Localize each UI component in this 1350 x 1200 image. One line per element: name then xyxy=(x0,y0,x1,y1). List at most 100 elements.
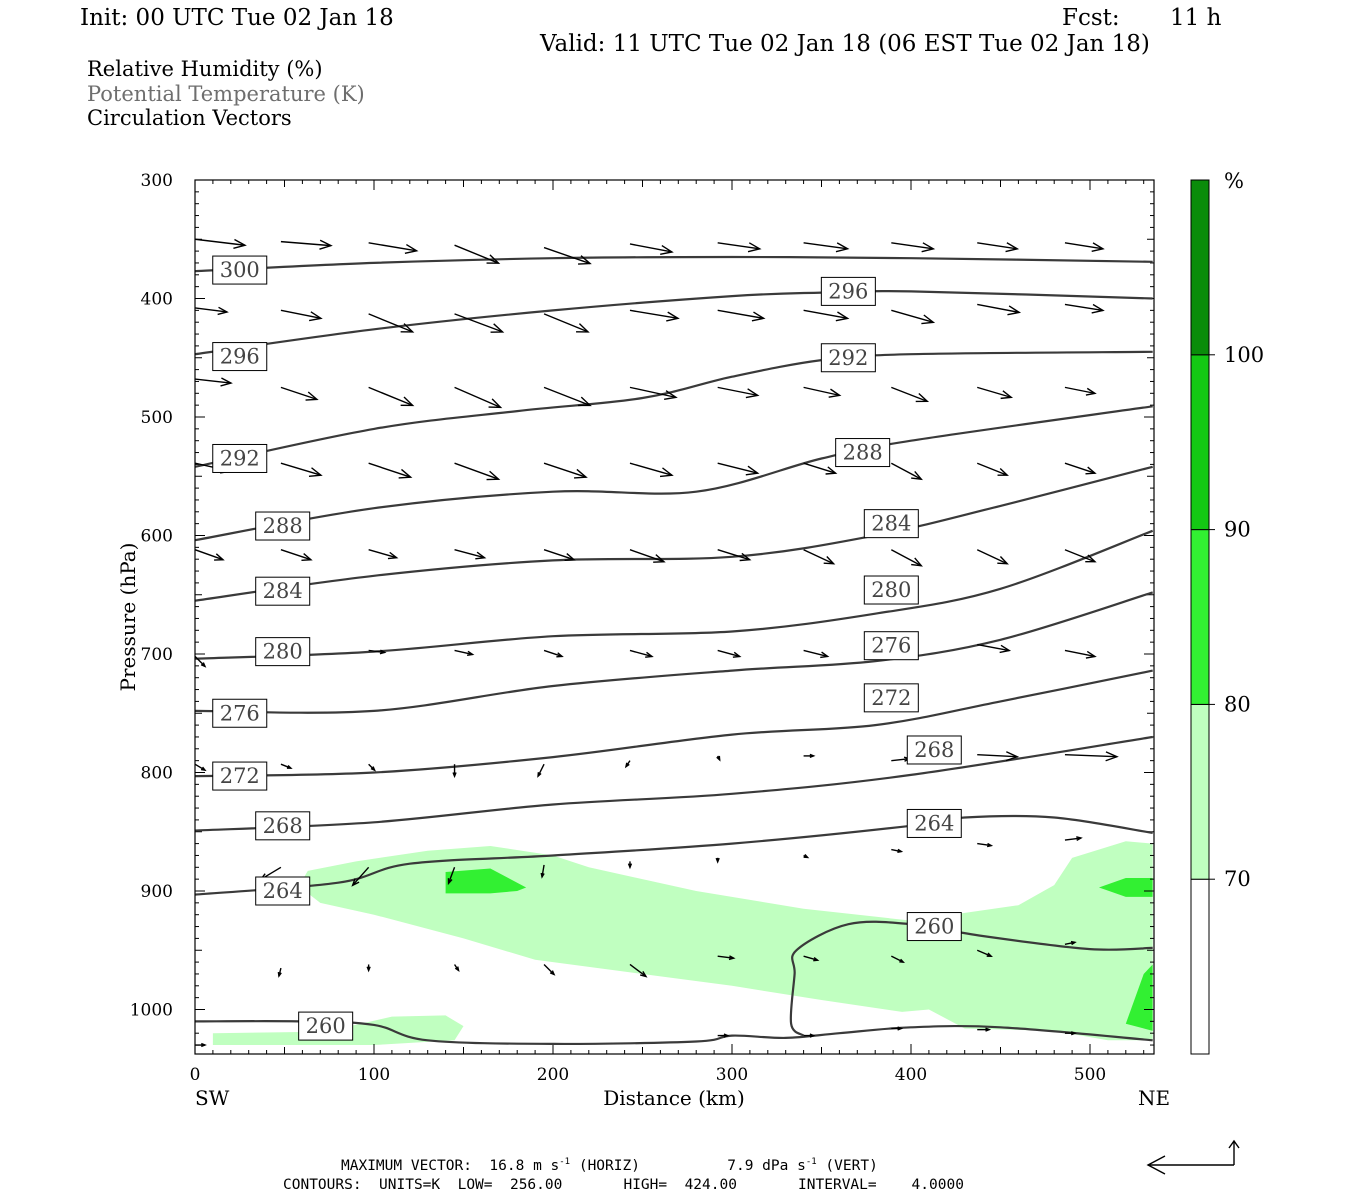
vector-arrow xyxy=(280,386,319,401)
vector-head xyxy=(639,970,648,978)
vector-shaft xyxy=(195,763,206,771)
y-tick-label-300: 300 xyxy=(141,171,173,191)
vector-arrow xyxy=(195,763,207,772)
vector-head xyxy=(899,958,905,964)
vector-arrow xyxy=(454,549,487,560)
vector-arrow xyxy=(195,549,225,561)
vector-head xyxy=(366,966,371,973)
vector-arrow xyxy=(1064,649,1097,659)
vector-head xyxy=(308,311,323,322)
vector-arrow xyxy=(543,549,576,561)
vector-head xyxy=(1000,390,1014,400)
vector-arrow xyxy=(977,1027,992,1032)
theta-contour-264 xyxy=(195,814,1153,896)
vector-arrow xyxy=(715,857,720,864)
vector-head xyxy=(823,556,836,565)
vector-shaft xyxy=(447,867,456,884)
contour-label-box xyxy=(906,735,962,765)
colorbar-segment xyxy=(1190,703,1210,880)
vector-arrow xyxy=(977,303,1022,316)
vector-arrow xyxy=(891,756,912,762)
vector-arrow xyxy=(1064,549,1097,563)
vector-shaft xyxy=(537,763,545,777)
vector-shaft xyxy=(717,549,750,561)
vector-arrow xyxy=(803,753,816,759)
vector-arrow xyxy=(803,242,850,253)
vector-head xyxy=(1005,242,1020,253)
vector-head xyxy=(578,396,592,407)
vector-arrow xyxy=(543,963,556,976)
vector-arrow xyxy=(537,763,545,778)
vector-head xyxy=(915,392,930,403)
vector-arrow xyxy=(454,244,501,264)
vector-arrow xyxy=(195,238,247,250)
colorbar-segment xyxy=(1190,529,1210,705)
contour-label-264: 264 xyxy=(914,811,954,835)
vector-shaft xyxy=(543,963,555,975)
vector-shaft xyxy=(717,242,760,250)
vector-head xyxy=(319,239,333,250)
max-vector-info: MAXIMUM VECTOR: 16.8 m s-1 (HORIZ) 7.9 d… xyxy=(341,1157,878,1174)
colorbar-unit: % xyxy=(1224,169,1244,193)
vector-arrow xyxy=(890,462,923,481)
vector-arrow xyxy=(368,386,415,407)
plot-frame xyxy=(194,179,1155,1055)
vector-shaft xyxy=(280,549,312,561)
vector-arrow xyxy=(717,309,766,322)
vector-arrow xyxy=(454,386,503,409)
theta-contour-292 xyxy=(195,350,1153,468)
y-tick-label-400: 400 xyxy=(141,290,173,310)
vector-head xyxy=(728,955,736,961)
contour-label-box xyxy=(212,342,268,372)
vector-head xyxy=(578,255,592,265)
vector-head xyxy=(911,470,923,481)
vector-shaft xyxy=(976,949,992,957)
vector-shaft xyxy=(543,386,591,407)
vector-shaft xyxy=(454,386,501,409)
vector-head xyxy=(1085,554,1097,563)
contour-label-260: 260 xyxy=(914,915,954,939)
vector-head xyxy=(351,878,360,887)
vector-shaft xyxy=(1064,462,1096,474)
vector-shaft xyxy=(976,549,1008,565)
vector-arrow xyxy=(1064,751,1119,762)
vector-shaft xyxy=(454,462,499,480)
contour-label-268: 268 xyxy=(914,738,954,762)
vector-head xyxy=(997,468,1009,476)
vector-arrow xyxy=(280,549,313,561)
theta-contour-284 xyxy=(195,465,1153,602)
theta-contour-272 xyxy=(195,669,1153,778)
vector-shaft xyxy=(280,386,318,401)
vector-shaft xyxy=(977,643,1010,652)
vector-arrow xyxy=(454,462,501,481)
vector-shaft xyxy=(1064,386,1096,395)
colorbar-label-80: 80 xyxy=(1224,692,1251,716)
vector-shaft xyxy=(803,309,848,320)
theta-contour-268 xyxy=(195,735,1153,832)
vector-shaft xyxy=(454,244,499,264)
vector-arrow xyxy=(803,955,820,962)
contour-label-box xyxy=(906,912,962,942)
vector-shaft xyxy=(629,386,677,399)
vector-arrow xyxy=(891,386,930,403)
vector-head xyxy=(716,755,721,762)
vector-arrow xyxy=(1064,836,1083,841)
vector-shaft xyxy=(629,549,665,563)
vector-head xyxy=(997,556,1009,565)
contour-label-272: 272 xyxy=(220,764,260,788)
vector-arrow xyxy=(803,649,830,659)
vector-arrow xyxy=(280,239,333,250)
vector-shaft xyxy=(195,549,224,561)
vector-head xyxy=(627,863,633,870)
contour-label-264: 264 xyxy=(263,879,303,903)
vector-shaft xyxy=(890,549,922,567)
vector-head xyxy=(897,1026,904,1031)
vector-shaft xyxy=(803,462,836,474)
legend-relative-humidity: Relative Humidity (%) xyxy=(87,57,323,81)
contour-label-box xyxy=(863,509,919,539)
vector-shaft xyxy=(195,655,206,667)
vector-head xyxy=(999,644,1012,654)
vector-shaft xyxy=(891,757,910,762)
vector-head xyxy=(454,966,460,973)
vector-shaft xyxy=(629,243,673,253)
